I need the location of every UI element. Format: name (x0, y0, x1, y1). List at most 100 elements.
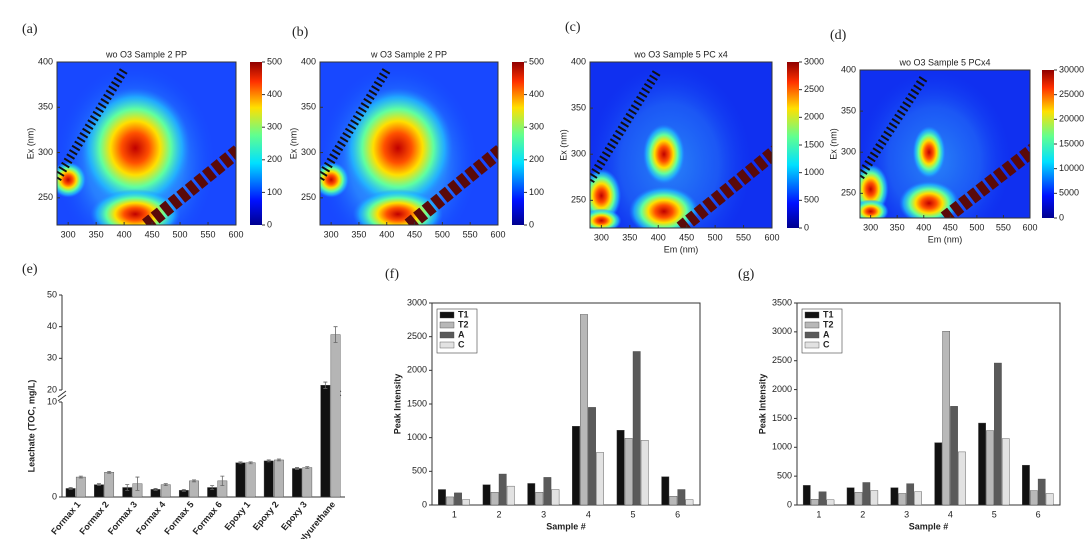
bar (640, 440, 649, 506)
y-tick-label: 10 (47, 396, 57, 406)
y-tick-label: 350 (571, 102, 586, 112)
bar (677, 489, 686, 506)
error-bar (135, 476, 140, 491)
legend-swatch (439, 321, 455, 329)
scatter-band (590, 67, 663, 184)
plot-frame (56, 61, 237, 226)
colorbar-tick-label: 400 (267, 89, 282, 99)
x-tick-label: 600 (490, 229, 505, 239)
colorbar (250, 62, 262, 225)
heatmap (860, 70, 1030, 218)
bar (934, 442, 943, 506)
plot-frame (319, 61, 499, 226)
panel-label: (c) (565, 20, 581, 35)
x-tick-label: 300 (594, 232, 609, 242)
x-tick-label: 2 (860, 509, 865, 519)
x-tick-label: 350 (622, 232, 637, 242)
x-tick-label: 600 (764, 232, 779, 242)
plot-title: w O3 Sample 2 PP (370, 49, 447, 59)
x-tick-label: 550 (736, 232, 751, 242)
bar (498, 473, 507, 506)
x-tick-label: Epoxy 1 (222, 499, 252, 532)
y-tick-label: 3000 (407, 297, 427, 307)
bar (994, 362, 1002, 506)
y-tick-label: 350 (301, 102, 316, 112)
colorbar-tick-label: 0 (529, 219, 534, 229)
bar (245, 462, 256, 498)
panel-label: (f) (385, 267, 399, 282)
colorbar-tick-label: 15000 (1059, 138, 1084, 148)
bar (1029, 490, 1038, 506)
y-tick-label: 3000 (772, 326, 792, 336)
colorbar (512, 62, 524, 225)
bar (160, 484, 171, 498)
colorbar-tick-label: 2500 (804, 84, 824, 94)
plot-title: wo O3 Sample 5 PC x4 (633, 49, 728, 59)
y-axis-label: Ex (nm) (25, 128, 35, 160)
y-tick-label: 250 (841, 188, 856, 198)
hotspot (342, 88, 453, 209)
error-bar (125, 484, 130, 491)
bar (454, 492, 462, 506)
bar (189, 480, 199, 498)
y-tick-label: 20 (47, 384, 57, 394)
panel-label: (g) (738, 267, 755, 282)
colorbar-tick-label: 200 (529, 154, 544, 164)
bar (596, 452, 604, 506)
bar (330, 334, 341, 498)
x-tick-label: 5 (992, 509, 997, 519)
error-bar (107, 470, 112, 474)
colorbar (787, 62, 799, 228)
error-bar (68, 487, 73, 490)
legend-label: T1 (823, 309, 834, 319)
x-tick-label: 500 (708, 232, 723, 242)
bar (462, 499, 470, 506)
colorbar-tick-label: 2000 (804, 112, 824, 122)
hotspot (628, 186, 699, 228)
bar (898, 493, 907, 506)
x-tick-label: 300 (61, 229, 76, 239)
hotspot (80, 88, 191, 209)
x-tick-label: 4 (948, 509, 953, 519)
scatter-band (940, 143, 1030, 218)
y-tick-label: 500 (412, 466, 427, 476)
bar (950, 406, 958, 506)
legend-swatch (804, 341, 820, 349)
y-tick-label: 400 (841, 64, 856, 74)
legend-label: T2 (458, 319, 469, 329)
bar (75, 476, 86, 498)
x-tick-label: 500 (435, 229, 450, 239)
bar (527, 483, 536, 506)
bar (104, 472, 115, 498)
legend-swatch (804, 321, 820, 329)
x-tick-label: 550 (201, 229, 216, 239)
bar (616, 430, 625, 506)
colorbar-tick-label: 200 (267, 154, 282, 164)
x-axis-label: Em (nm) (928, 234, 963, 244)
legend-label: C (823, 339, 830, 349)
hotspot (642, 124, 685, 185)
bar (94, 484, 104, 498)
error-bar (192, 479, 197, 483)
bar (543, 477, 552, 506)
error-bar (323, 381, 328, 389)
x-tick-label: 1 (816, 509, 821, 519)
colorbar (1042, 70, 1054, 218)
x-tick-label: 500 (969, 222, 984, 232)
heatmap (57, 62, 236, 225)
plot-title: wo O3 Sample 2 PP (105, 49, 187, 59)
x-tick-label: 550 (996, 222, 1011, 232)
colorbar-tick-label: 10000 (1059, 163, 1084, 173)
y-tick-label: 350 (841, 105, 856, 115)
bar (274, 459, 284, 498)
x-tick-label: 350 (89, 229, 104, 239)
bar (535, 492, 544, 506)
legend-swatch (804, 311, 820, 319)
bar (914, 491, 922, 506)
y-tick-label: 0 (787, 499, 792, 509)
y-tick-label: 250 (301, 192, 316, 202)
bar (446, 496, 454, 506)
x-tick-label: 500 (173, 229, 188, 239)
x-tick-label: 6 (675, 509, 680, 519)
y-axis-label: Peak Intensity (392, 374, 402, 435)
